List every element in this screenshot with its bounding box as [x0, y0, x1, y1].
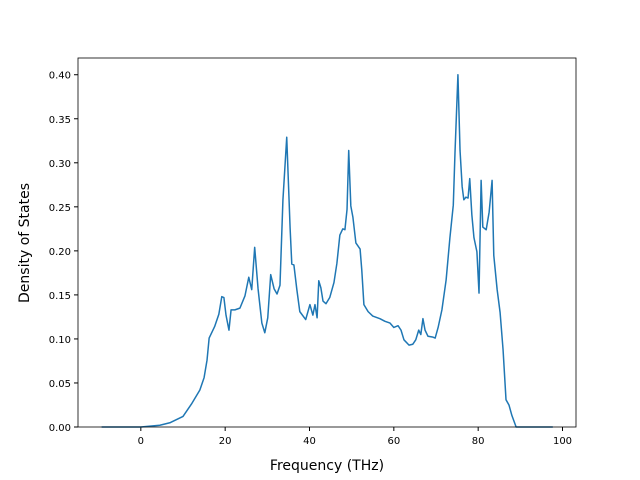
y-tick-label: 0.15 [49, 291, 71, 302]
x-axis-label: Frequency (THz) [270, 458, 384, 474]
y-axis-label: Density of States [17, 183, 33, 303]
x-tick-label: 80 [472, 436, 485, 447]
y-tick-label: 0.20 [49, 247, 71, 258]
x-tick-label: 100 [553, 436, 572, 447]
y-tick-label: 0.35 [49, 115, 71, 126]
y-tick-label: 0.00 [49, 423, 71, 434]
line-series [101, 73, 553, 428]
y-tick-label: 0.10 [49, 335, 71, 346]
plot-frame [77, 57, 577, 428]
x-tick-label: 60 [387, 436, 400, 447]
y-tick-label: 0.30 [49, 159, 71, 170]
x-tick-label: 40 [303, 436, 316, 447]
y-tick-label: 0.40 [49, 71, 71, 82]
y-tick-label: 0.25 [49, 203, 71, 214]
y-tick-label: 0.05 [49, 379, 71, 390]
x-tick-label: 0 [138, 436, 144, 447]
x-tick-label: 20 [219, 436, 232, 447]
